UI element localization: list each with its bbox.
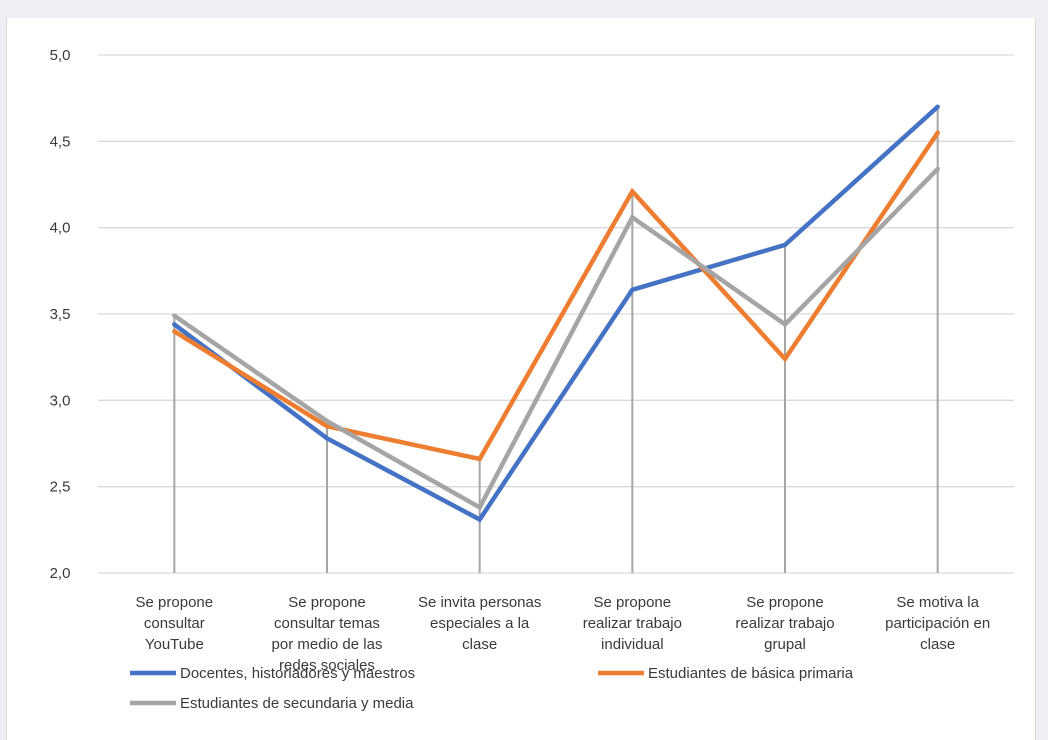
y-tick-label: 3,5 xyxy=(50,306,71,323)
chart-card xyxy=(6,18,1036,740)
legend-label-1: Docentes, historiadores y maestros xyxy=(180,665,415,682)
series-line-3 xyxy=(172,166,940,511)
x-category-label: Se propone realizar trabajo individual xyxy=(583,594,682,653)
category-drop-lines xyxy=(173,106,939,573)
x-category-label: Se invita personas especiales a la clase xyxy=(418,594,541,653)
x-axis-category-labels: Se propone consultar YouTube Se propone cons… xyxy=(136,594,991,674)
x-category-label: Se motiva la participación en clase xyxy=(885,594,990,653)
x-category-label: Se propone consultar temas por medio de la… xyxy=(272,594,383,674)
gridlines xyxy=(98,54,1014,574)
x-category-label: Se propone realizar trabajo grupal xyxy=(735,594,834,653)
legend-label-3: Estudiantes de secundaria y media xyxy=(180,695,414,712)
series-lines xyxy=(172,104,940,523)
x-category-label: Se propone consultar YouTube xyxy=(136,594,214,653)
y-tick-label: 2,0 xyxy=(50,565,71,582)
series-line-2 xyxy=(172,130,940,462)
y-axis-tick-labels: 2,0 2,5 3,0 3,5 4,0 4,5 5,0 xyxy=(50,47,71,582)
y-tick-label: 4,0 xyxy=(50,220,71,237)
y-tick-label: 2,5 xyxy=(50,479,71,496)
y-tick-label: 5,0 xyxy=(50,47,71,64)
legend: Docentes, historiadores y maestros Estudi… xyxy=(130,665,854,712)
y-tick-label: 4,5 xyxy=(50,133,71,150)
y-tick-label: 3,0 xyxy=(50,392,71,409)
legend-label-2: Estudiantes de básica primaria xyxy=(648,665,854,682)
series-line-1 xyxy=(172,104,940,523)
